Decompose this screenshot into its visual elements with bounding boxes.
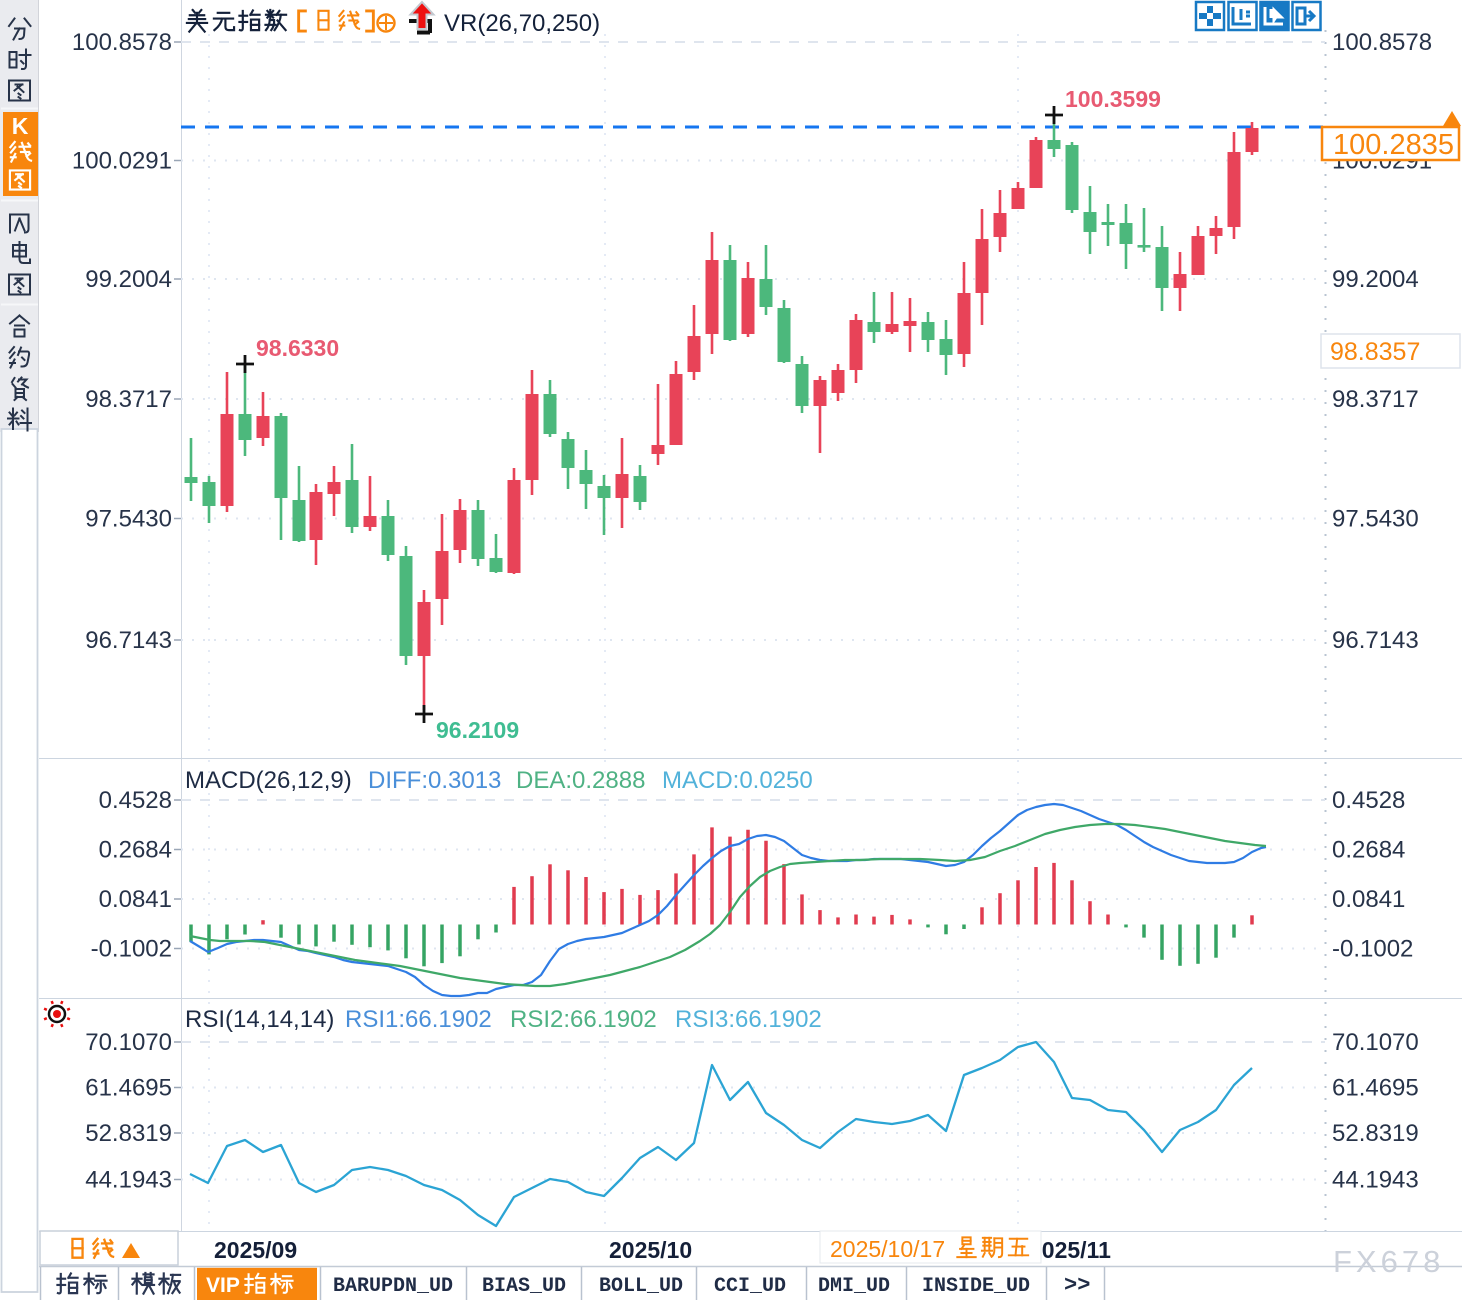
svg-text:INSIDE_UD: INSIDE_UD bbox=[922, 1275, 1030, 1298]
svg-text:>>: >> bbox=[1064, 1273, 1090, 1298]
svg-text:96.7143: 96.7143 bbox=[85, 627, 172, 654]
svg-text:2025/10/17: 2025/10/17 bbox=[830, 1236, 945, 1262]
svg-text:100.8578: 100.8578 bbox=[1332, 29, 1432, 56]
svg-text:70.1070: 70.1070 bbox=[1332, 1029, 1419, 1056]
svg-text:100.2835: 100.2835 bbox=[1333, 129, 1454, 161]
svg-text:FX678: FX678 bbox=[1333, 1244, 1444, 1279]
svg-text:MACD:0.0250: MACD:0.0250 bbox=[662, 767, 813, 794]
svg-text:98.8357: 98.8357 bbox=[1330, 338, 1420, 366]
svg-text:96.2109: 96.2109 bbox=[436, 717, 519, 743]
svg-text:VR(26,70,250): VR(26,70,250) bbox=[444, 10, 600, 37]
svg-text:BOLL_UD: BOLL_UD bbox=[599, 1275, 683, 1298]
svg-text:100.0291: 100.0291 bbox=[72, 148, 172, 175]
svg-text:2025/10: 2025/10 bbox=[609, 1237, 692, 1263]
svg-text:100.8578: 100.8578 bbox=[72, 29, 172, 56]
svg-text:2025/09: 2025/09 bbox=[214, 1237, 297, 1263]
svg-text:0.4528: 0.4528 bbox=[99, 787, 172, 814]
svg-text:61.4695: 61.4695 bbox=[1332, 1075, 1419, 1102]
svg-text:RSI(14,14,14): RSI(14,14,14) bbox=[185, 1006, 334, 1033]
svg-text:CCI_UD: CCI_UD bbox=[714, 1275, 786, 1298]
svg-text:K: K bbox=[12, 113, 29, 139]
svg-text:70.1070: 70.1070 bbox=[85, 1029, 172, 1056]
svg-text:97.5430: 97.5430 bbox=[1332, 506, 1419, 533]
svg-text:VIP: VIP bbox=[206, 1274, 240, 1297]
svg-text:-0.1002: -0.1002 bbox=[1332, 936, 1413, 963]
svg-text:61.4695: 61.4695 bbox=[85, 1075, 172, 1102]
svg-text:RSI1:66.1902: RSI1:66.1902 bbox=[345, 1006, 492, 1033]
svg-text:BIAS_UD: BIAS_UD bbox=[482, 1275, 566, 1298]
svg-text:52.8319: 52.8319 bbox=[85, 1120, 172, 1147]
svg-text:-0.1002: -0.1002 bbox=[91, 936, 172, 963]
svg-text:99.2004: 99.2004 bbox=[1332, 266, 1419, 293]
svg-text:99.2004: 99.2004 bbox=[85, 266, 172, 293]
svg-text:44.1943: 44.1943 bbox=[1332, 1167, 1419, 1194]
svg-text:0.2684: 0.2684 bbox=[99, 837, 172, 864]
svg-text:2025/11: 2025/11 bbox=[1029, 1237, 1111, 1263]
svg-text:0.0841: 0.0841 bbox=[99, 886, 172, 913]
svg-text:MACD(26,12,9): MACD(26,12,9) bbox=[185, 767, 352, 794]
svg-text:DMI_UD: DMI_UD bbox=[818, 1275, 890, 1298]
svg-text:97.5430: 97.5430 bbox=[85, 506, 172, 533]
svg-text:RSI3:66.1902: RSI3:66.1902 bbox=[675, 1006, 822, 1033]
svg-text:100.3599: 100.3599 bbox=[1065, 86, 1161, 112]
svg-text:44.1943: 44.1943 bbox=[85, 1167, 172, 1194]
svg-text:52.8319: 52.8319 bbox=[1332, 1120, 1419, 1147]
svg-text:DIFF:0.3013: DIFF:0.3013 bbox=[368, 767, 501, 794]
svg-text:96.7143: 96.7143 bbox=[1332, 627, 1419, 654]
svg-text:98.3717: 98.3717 bbox=[85, 386, 172, 413]
svg-text:RSI2:66.1902: RSI2:66.1902 bbox=[510, 1006, 657, 1033]
svg-text:0.4528: 0.4528 bbox=[1332, 787, 1405, 814]
svg-text:BARUPDN_UD: BARUPDN_UD bbox=[333, 1275, 453, 1298]
svg-text:0.0841: 0.0841 bbox=[1332, 886, 1405, 913]
svg-text:98.6330: 98.6330 bbox=[256, 335, 339, 361]
svg-text:0.2684: 0.2684 bbox=[1332, 837, 1405, 864]
svg-text:98.3717: 98.3717 bbox=[1332, 386, 1419, 413]
svg-text:DEA:0.2888: DEA:0.2888 bbox=[516, 767, 645, 794]
